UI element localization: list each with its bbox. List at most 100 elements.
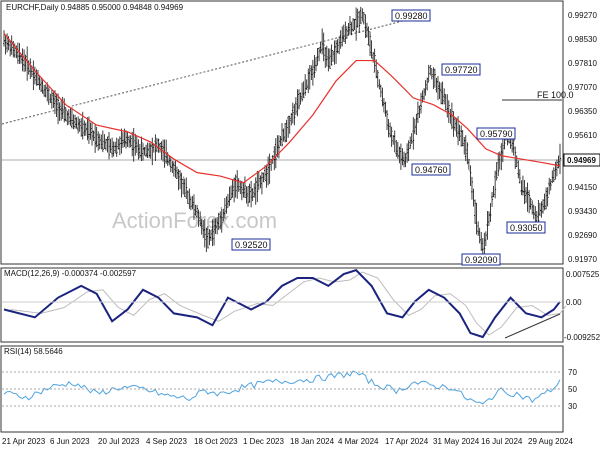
ohlc-bar [91,122,94,146]
ohlc-bar [291,102,294,124]
ohlc-bar [480,231,483,251]
macd-y-tick: -0.009252 [564,333,600,342]
ohlc-bar [228,186,231,207]
ohlc-bar [304,74,307,96]
ohlc-bar [21,48,24,72]
ohlc-bar [460,125,463,147]
ohlc-bar [477,221,480,237]
ohlc-bar [29,58,32,80]
ohlc-bar [94,124,97,153]
ohlc-bar [174,160,177,178]
ohlc-bar [233,177,236,203]
ohlc-bar [486,210,489,240]
ohlc-bar [72,114,75,130]
ohlc-bar [259,175,262,189]
ohlc-bar [487,211,490,226]
ohlc-bar [4,35,7,55]
ohlc-bar [412,117,415,150]
annotation-box [231,238,271,251]
current-price-label: 0.94969 [567,156,596,165]
rsi-y-axis: 70 50 30 [568,368,577,411]
ohlc-bar [74,114,77,129]
ohlc-bar [325,45,328,67]
ohlc-bar [520,180,523,196]
ohlc-bar [108,132,111,160]
ohlc-bar [330,44,333,66]
ohlc-bar [551,170,554,184]
ohlc-bar [64,107,67,122]
ohlc-bar [494,170,497,199]
rsi-lines [3,370,561,405]
ohlc-bar [302,81,305,99]
ohlc-bar [146,142,149,158]
ohlc-bar [206,225,209,249]
current-price-tag [563,153,600,167]
ohlc-bar [282,128,285,142]
ohlc-bar [441,81,444,105]
ohlc-bar [427,64,430,83]
ohlc-bar [117,138,120,150]
ohlc-bar [386,109,389,130]
ohlc-bar [126,132,129,147]
ohlc-bar [97,131,100,151]
watermark: ActionForex.com [112,208,277,233]
ohlc-bar [197,209,200,227]
ohlc-bar [191,196,194,210]
x-tick-label: 18 Oct 2023 [194,437,238,446]
ohlc-bar [529,197,532,210]
annotation-high: 0.99280 [395,11,428,21]
ohlc-bar [305,79,308,91]
ohlc-bar [316,48,319,66]
ohlc-bar [38,75,41,90]
ohlc-bar [362,11,365,25]
ohlc-bar [348,16,351,35]
ohlc-bar [552,167,555,182]
ohlc-bar [250,180,253,208]
ohlc-bar [236,170,239,199]
ohlc-bar [528,190,531,214]
ohlc-bar [285,119,288,143]
ohlc-bar [429,65,432,76]
ohlc-bar [545,187,548,210]
ohlc-bar [297,89,300,110]
ohlc-bar [242,182,245,198]
ohlc-bar [543,193,546,211]
ohlc-bar [288,115,291,134]
ohlc-bar [387,119,390,138]
ohlc-bar [211,219,214,247]
ohlc-bar [168,155,171,166]
ohlc-bar [352,18,355,32]
ohlc-bar [495,162,498,181]
ohlc-bar [301,82,304,102]
ohlc-bar [467,158,470,170]
ohlc-bar [230,185,233,200]
ohlc-bar [216,217,219,235]
ohlc-bar [50,89,53,109]
ohlc-bar [41,80,44,94]
ohlc-bar [169,156,172,173]
ohlc-bar [214,218,217,234]
ohlc-bar [104,138,107,151]
ohlc-bar [403,151,406,168]
ohlc-bar [202,220,205,239]
ohlc-bar [523,180,526,205]
ohlc-bar [185,177,188,200]
ohlc-bar [196,204,199,218]
ohlc-bar [418,105,421,118]
ohlc-bar [461,129,464,147]
ohlc-bar [86,117,89,141]
macd-trendline [504,313,561,339]
ohlc-bar [526,182,529,212]
ohlc-bar [137,139,140,160]
ohlc-bar [55,93,58,117]
ohlc-bar [336,39,339,54]
ohlc-bar [426,77,429,91]
ohlc-bar [95,126,98,148]
price-annotations: 0.99280 0.97720 0.95790 0.94760 0.93050 … [231,9,574,266]
price-y-tick: 0.92690 [568,231,597,240]
ohlc-bar [188,188,191,209]
rsi-y-tick: 30 [568,402,577,411]
ohlc-bar [44,84,47,98]
ohlc-bar [432,67,435,90]
ohlc-bar [245,186,248,204]
